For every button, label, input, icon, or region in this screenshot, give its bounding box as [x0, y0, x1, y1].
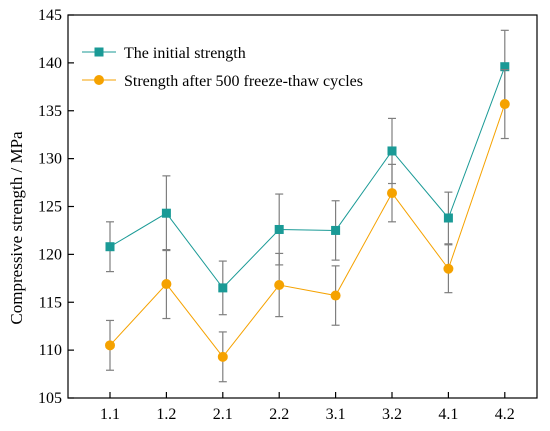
data-point-square: [161, 208, 171, 218]
data-point-circle: [443, 263, 454, 274]
x-tick-label: 3.2: [382, 406, 402, 423]
legend-label: Strength after 500 freeze-thaw cycles: [124, 73, 363, 90]
x-tick-label: 1.2: [156, 406, 176, 423]
legend-label: The initial strength: [124, 45, 246, 62]
y-axis-ticks: 105 110 115 120 125 130 135 140 145: [38, 7, 74, 407]
data-point-square: [274, 224, 284, 234]
y-tick-label: 140: [38, 55, 62, 72]
legend-marker-circle: [94, 75, 104, 85]
y-tick-label: 135: [38, 103, 62, 120]
data-point-square: [105, 242, 115, 252]
legend-item: The initial strength: [82, 45, 246, 62]
series-layer: [105, 29, 510, 383]
x-axis-ticks: 1.1 1.2 2.1 2.2 3.1 3.2 4.1 4.2: [100, 392, 515, 423]
data-point-circle: [499, 99, 510, 110]
legend-marker-square: [94, 47, 104, 57]
data-point-square: [387, 146, 397, 156]
data-point-circle: [274, 280, 285, 291]
legend-item: Strength after 500 freeze-thaw cycles: [82, 73, 363, 90]
data-point-circle: [330, 290, 341, 301]
y-tick-label: 125: [38, 199, 62, 216]
x-tick-label: 3.1: [326, 406, 346, 423]
data-point-square: [331, 225, 341, 235]
y-tick-label: 115: [39, 294, 62, 311]
x-tick-label: 2.1: [213, 406, 233, 423]
x-tick-label: 4.2: [495, 406, 515, 423]
data-point-circle: [161, 279, 172, 290]
series-line: [109, 66, 506, 289]
series-2: [105, 68, 510, 383]
y-tick-label: 130: [38, 151, 62, 168]
y-axis-title: Compressive strength / MPa: [7, 131, 26, 325]
y-tick-label: 120: [38, 246, 62, 263]
data-point-square: [218, 283, 228, 293]
y-tick-label: 105: [38, 390, 62, 407]
data-point-circle: [387, 188, 397, 199]
data-point-square: [443, 213, 453, 223]
data-point-square: [500, 62, 510, 72]
series-1: [105, 29, 510, 316]
x-tick-label: 4.1: [438, 406, 458, 423]
legend: The initial strength Strength after 500 f…: [82, 45, 363, 90]
data-point-circle: [105, 340, 115, 351]
y-tick-label: 145: [38, 7, 62, 24]
data-point-circle: [217, 351, 228, 362]
series-line: [109, 103, 506, 358]
x-tick-label: 2.2: [269, 406, 289, 423]
x-tick-label: 1.1: [100, 406, 120, 423]
y-tick-label: 110: [39, 342, 62, 359]
